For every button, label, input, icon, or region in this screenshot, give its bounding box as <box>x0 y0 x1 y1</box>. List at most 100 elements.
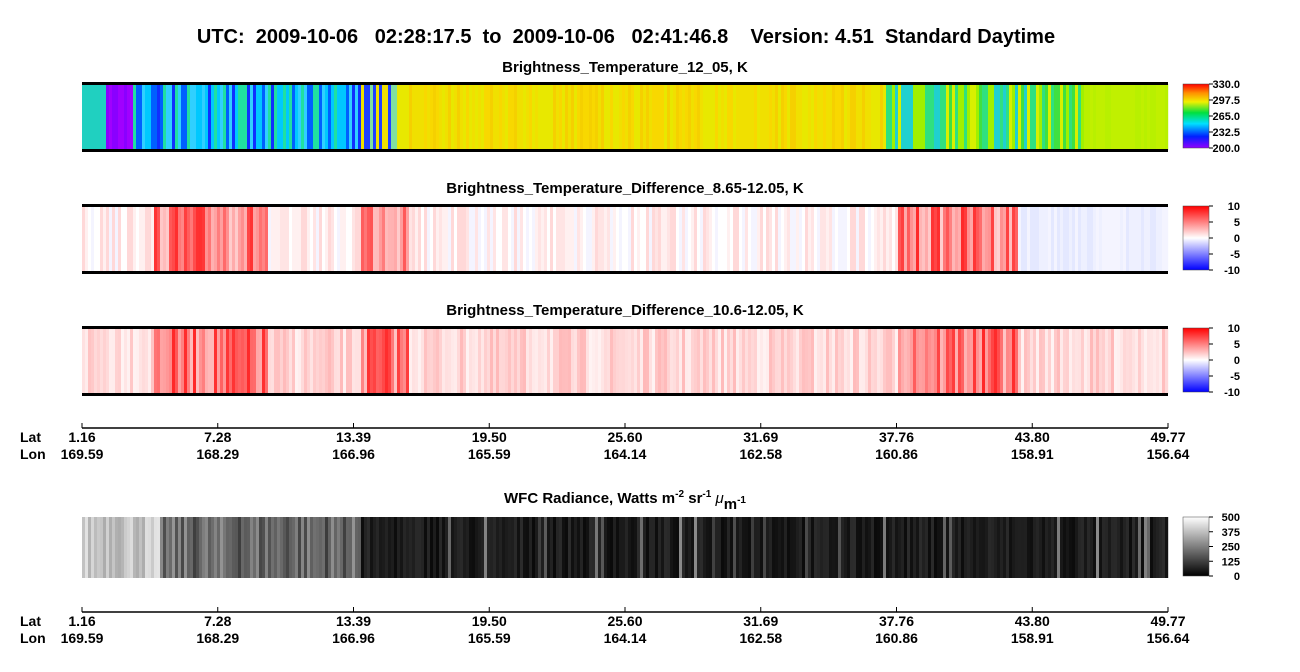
strip-texture <box>313 84 317 150</box>
strip-texture <box>439 206 443 272</box>
strip-texture <box>919 84 923 150</box>
strip-texture <box>973 517 977 578</box>
strip-texture <box>1036 206 1040 272</box>
strip-texture <box>760 517 764 578</box>
strip-texture <box>355 84 359 150</box>
strip-texture <box>1018 84 1022 150</box>
strip-texture <box>226 328 230 394</box>
strip-texture <box>337 84 341 150</box>
strip-texture <box>934 206 938 272</box>
strip-texture <box>1069 328 1073 394</box>
strip-texture <box>388 84 392 150</box>
strip-texture <box>451 517 455 578</box>
strip-texture <box>868 517 872 578</box>
strip-texture <box>820 206 824 272</box>
strip-texture <box>919 206 923 272</box>
strip-texture <box>94 517 98 578</box>
strip-texture <box>424 328 428 394</box>
strip-texture <box>715 206 719 272</box>
strip-texture <box>316 517 320 578</box>
strip-texture <box>1012 84 1016 150</box>
strip-texture <box>904 206 908 272</box>
strip-texture <box>313 206 317 272</box>
strip-texture <box>487 84 491 150</box>
strip-texture <box>1093 84 1097 150</box>
strip-texture <box>280 206 284 272</box>
strip-texture <box>724 517 728 578</box>
strip-texture <box>1090 517 1094 578</box>
strip-texture <box>961 517 965 578</box>
strip-texture <box>151 206 155 272</box>
strip-texture <box>1087 328 1091 394</box>
strip-image <box>82 517 1169 578</box>
strip-texture <box>472 328 476 394</box>
strip-texture <box>223 84 227 150</box>
strip-texture <box>865 517 869 578</box>
strip-texture <box>637 206 641 272</box>
strip-texture <box>1027 206 1031 272</box>
strip-texture <box>880 328 884 394</box>
strip-texture <box>646 206 650 272</box>
strip-texture <box>967 517 971 578</box>
strip-texture <box>583 328 587 394</box>
strip-texture <box>724 328 728 394</box>
strip-texture <box>283 206 287 272</box>
strip-texture <box>781 328 785 394</box>
strip-texture <box>886 206 890 272</box>
strip-texture <box>406 206 410 272</box>
strip-texture <box>448 328 452 394</box>
strip-texture <box>250 206 254 272</box>
strip-texture <box>142 517 146 578</box>
strip-texture <box>529 517 533 578</box>
strip-texture <box>736 206 740 272</box>
strip-texture <box>322 206 326 272</box>
strip-texture <box>367 517 371 578</box>
strip-texture <box>484 84 488 150</box>
strip-texture <box>625 84 629 150</box>
strip-texture <box>634 84 638 150</box>
strip-texture <box>1108 517 1112 578</box>
strip-texture <box>817 84 821 150</box>
lat-tick-label: 13.39 <box>336 613 371 629</box>
strip-texture <box>523 206 527 272</box>
strip-texture <box>901 328 905 394</box>
strip-texture <box>1045 84 1049 150</box>
strip-texture <box>970 206 974 272</box>
strip-texture <box>709 517 713 578</box>
strip-texture <box>721 84 725 150</box>
strip-texture <box>925 517 929 578</box>
strip-texture <box>106 328 110 394</box>
strip-texture <box>478 84 482 150</box>
strip-texture <box>415 328 419 394</box>
strip-texture <box>106 84 110 150</box>
strip-texture <box>175 328 179 394</box>
strip-texture <box>445 84 449 150</box>
strip-texture <box>880 84 884 150</box>
strip-texture <box>820 517 824 578</box>
strip-texture <box>499 84 503 150</box>
strip-texture <box>1141 517 1145 578</box>
strip-texture <box>523 517 527 578</box>
strip-texture <box>370 206 374 272</box>
strip-texture <box>469 84 473 150</box>
strip-texture <box>835 84 839 150</box>
strip-texture <box>1078 517 1082 578</box>
strip-texture <box>709 206 713 272</box>
strip-texture <box>343 517 347 578</box>
strip-texture <box>976 206 980 272</box>
strip-texture <box>238 328 242 394</box>
strip-texture <box>787 517 791 578</box>
strip-texture <box>1081 517 1085 578</box>
strip-texture <box>784 206 788 272</box>
strip-texture <box>748 84 752 150</box>
strip-texture <box>319 84 323 150</box>
strip-texture <box>706 517 710 578</box>
strip-texture <box>232 206 236 272</box>
strip-texture <box>1042 206 1046 272</box>
strip-texture <box>172 328 176 394</box>
strip-texture <box>1015 517 1019 578</box>
strip-texture <box>604 84 608 150</box>
strip-texture <box>760 84 764 150</box>
strip-texture <box>607 206 611 272</box>
strip-texture <box>349 517 353 578</box>
